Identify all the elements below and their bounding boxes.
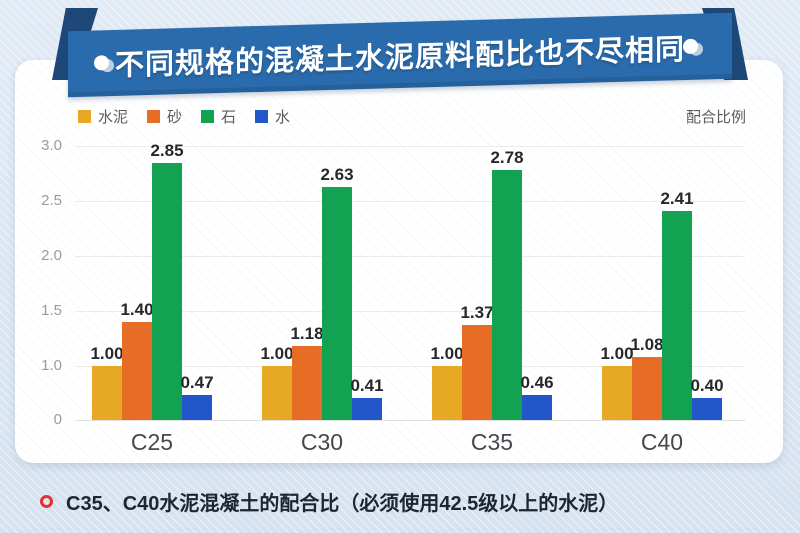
red-ring-bullet-icon bbox=[40, 495, 53, 508]
caption: C35、C40水泥混凝土的配合比（必须使用42.5级以上的水泥） bbox=[40, 487, 618, 516]
ribbon-band: 不同规格的混凝土水泥原料配比也不尽相同 bbox=[68, 12, 732, 98]
bullet-dot-left-icon bbox=[94, 55, 109, 71]
legend-swatch-icon bbox=[78, 109, 91, 123]
legend-items: 水泥 砂 石 水 bbox=[78, 106, 290, 127]
legend-right-label: 配合比例 bbox=[685, 108, 746, 126]
legend: 水泥 砂 石 水 配合比例 bbox=[78, 104, 746, 128]
legend-label: 石 bbox=[221, 108, 237, 126]
legend-label: 砂 bbox=[167, 108, 183, 126]
legend-label: 水 bbox=[275, 108, 291, 126]
caption-text: C35、C40水泥混凝土的配合比（必须使用42.5级以上的水泥） bbox=[66, 493, 619, 515]
page-title: 不同规格的混凝土水泥原料配比也不尽相同 bbox=[114, 34, 685, 82]
title-ribbon: 不同规格的混凝土水泥原料配比也不尽相同 bbox=[52, 6, 748, 98]
legend-item: 水 bbox=[255, 106, 290, 127]
legend-item: 石 bbox=[201, 106, 236, 127]
bullet-dot-right-icon bbox=[683, 38, 698, 55]
legend-swatch-icon bbox=[201, 109, 215, 123]
legend-swatch-icon bbox=[255, 109, 269, 123]
legend-item: 水泥 bbox=[78, 106, 128, 127]
legend-label: 水泥 bbox=[98, 108, 129, 126]
legend-item: 砂 bbox=[147, 106, 182, 127]
legend-swatch-icon bbox=[147, 109, 161, 123]
